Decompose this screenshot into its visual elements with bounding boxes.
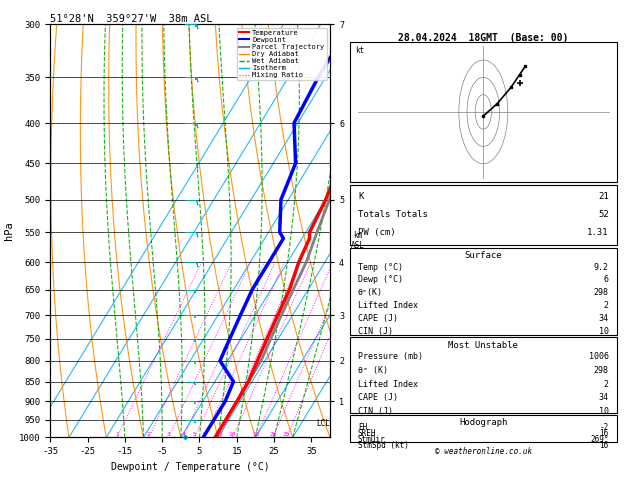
Text: SREH: SREH: [358, 429, 376, 438]
Bar: [350, 42, 617, 182]
Text: 9.2: 9.2: [594, 262, 609, 272]
Text: 34: 34: [599, 314, 609, 323]
Text: © weatheronline.co.uk: © weatheronline.co.uk: [435, 447, 532, 456]
Text: 298: 298: [594, 366, 609, 375]
Y-axis label: hPa: hPa: [4, 222, 14, 240]
Text: -2: -2: [599, 423, 609, 433]
Text: Pressure (mb): Pressure (mb): [358, 352, 423, 361]
Text: 2: 2: [147, 433, 151, 437]
Text: 20: 20: [269, 433, 277, 437]
Text: 52: 52: [598, 210, 609, 219]
Text: 15: 15: [252, 433, 260, 437]
Text: Dewp (°C): Dewp (°C): [358, 276, 403, 284]
Text: 2: 2: [604, 301, 609, 310]
Text: EH: EH: [358, 423, 367, 433]
X-axis label: Dewpoint / Temperature (°C): Dewpoint / Temperature (°C): [111, 462, 269, 472]
Text: CAPE (J): CAPE (J): [358, 393, 398, 402]
Text: 269°: 269°: [590, 435, 609, 444]
Text: 6: 6: [203, 433, 206, 437]
Text: 8: 8: [218, 433, 222, 437]
Text: 10: 10: [599, 407, 609, 416]
Text: Surface: Surface: [464, 251, 502, 260]
Text: Totals Totals: Totals Totals: [358, 210, 428, 219]
Text: 1006: 1006: [589, 352, 609, 361]
Text: 51°28'N  359°27'W  38m ASL: 51°28'N 359°27'W 38m ASL: [50, 14, 213, 23]
Bar: [350, 248, 617, 335]
Text: kt: kt: [355, 46, 364, 55]
Text: Temp (°C): Temp (°C): [358, 262, 403, 272]
Text: 10: 10: [599, 327, 609, 336]
Text: LCL: LCL: [316, 419, 330, 428]
Text: 4: 4: [181, 433, 185, 437]
Text: 298: 298: [594, 288, 609, 297]
Text: Hodograph: Hodograph: [459, 417, 508, 427]
Text: CIN (J): CIN (J): [358, 407, 393, 416]
Text: 3: 3: [167, 433, 170, 437]
Text: StmSpd (kt): StmSpd (kt): [358, 441, 409, 450]
Text: 10: 10: [229, 433, 237, 437]
Text: Most Unstable: Most Unstable: [448, 341, 518, 350]
Text: Lifted Index: Lifted Index: [358, 380, 418, 389]
Text: CIN (J): CIN (J): [358, 327, 393, 336]
Bar: [350, 185, 617, 245]
Legend: Temperature, Dewpoint, Parcel Trajectory, Dry Adiabat, Wet Adiabat, Isotherm, Mi: Temperature, Dewpoint, Parcel Trajectory…: [237, 28, 326, 80]
Text: 2: 2: [604, 380, 609, 389]
Text: StmDir: StmDir: [358, 435, 386, 444]
Bar: [350, 415, 617, 442]
Text: θᵉ (K): θᵉ (K): [358, 366, 388, 375]
Text: CAPE (J): CAPE (J): [358, 314, 398, 323]
Text: Lifted Index: Lifted Index: [358, 301, 418, 310]
Text: 34: 34: [599, 393, 609, 402]
Text: K: K: [358, 192, 364, 201]
Text: θᵉ(K): θᵉ(K): [358, 288, 383, 297]
Text: 16: 16: [599, 441, 609, 450]
Y-axis label: km
ASL: km ASL: [351, 231, 365, 250]
Text: 1: 1: [115, 433, 119, 437]
Bar: [350, 337, 617, 413]
Text: 16: 16: [599, 429, 609, 438]
Text: 21: 21: [598, 192, 609, 201]
Text: 28.04.2024  18GMT  (Base: 00): 28.04.2024 18GMT (Base: 00): [398, 34, 569, 43]
Text: 25: 25: [283, 433, 291, 437]
Text: 5: 5: [193, 433, 197, 437]
Text: 1.31: 1.31: [587, 228, 609, 237]
Text: 6: 6: [604, 276, 609, 284]
Text: PW (cm): PW (cm): [358, 228, 396, 237]
